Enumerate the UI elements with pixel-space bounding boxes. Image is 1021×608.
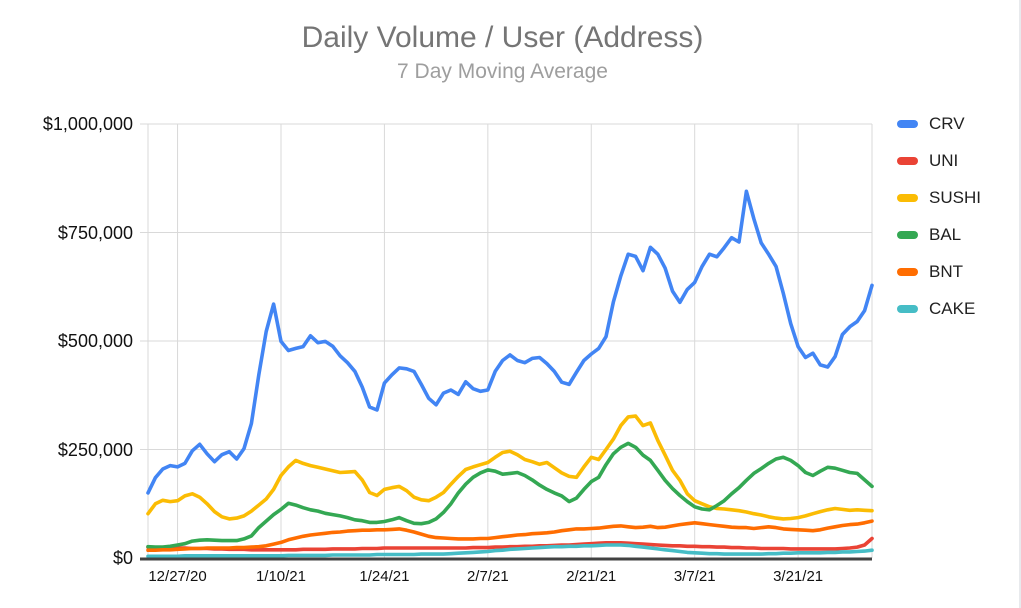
x-axis: 12/27/20 1/10/21 1/24/21 2/7/21 2/21/21 3/7/2…: [0, 567, 1019, 589]
series-line-bal: [146, 441, 874, 549]
legend-label: CRV: [929, 114, 965, 133]
legend-item-crv: CRV: [897, 112, 981, 136]
legend-label: UNI: [929, 151, 959, 170]
legend-swatch: [897, 305, 918, 313]
legend-item-bal: BAL: [897, 223, 981, 247]
x-axis-tick-label: 1/10/21: [255, 568, 306, 585]
legend-label: CAKE: [929, 299, 976, 318]
legend-swatch: [897, 120, 918, 128]
y-axis: $1,000,000 $750,000 $500,000 $250,000 $0: [0, 0, 133, 608]
legend-swatch: [897, 231, 918, 239]
legend-swatch: [897, 157, 918, 165]
legend: CRV UNI SUSHI BAL BNT CAKE: [897, 112, 981, 334]
y-axis-tick-label: $750,000: [57, 222, 133, 243]
legend-label: BAL: [929, 225, 962, 244]
series-line-uni: [146, 536, 874, 552]
series-line-crv: [146, 189, 874, 495]
x-axis-tick-label: 2/7/21: [466, 568, 509, 585]
chart-subtitle: 7 Day Moving Average: [397, 60, 608, 83]
legend-label: SUSHI: [929, 188, 981, 207]
y-axis-tick-label: $500,000: [57, 331, 133, 351]
y-axis-tick-label: $0: [112, 548, 133, 568]
legend-label: BNT: [929, 262, 963, 281]
legend-item-cake: CAKE: [897, 297, 981, 321]
series-line-sushi: [146, 414, 874, 521]
legend-item-sushi: SUSHI: [897, 186, 981, 210]
x-axis-tick-label: 12/27/20: [148, 568, 207, 585]
x-axis-tick-label: 3/7/21: [673, 568, 716, 585]
legend-swatch: [897, 268, 918, 276]
x-axis-tick-label: 2/21/21: [566, 568, 617, 585]
x-axis-tick-label: 1/24/21: [359, 568, 410, 585]
legend-item-bnt: BNT: [897, 260, 981, 284]
chart-title: Daily Volume / User (Address): [301, 21, 704, 54]
series-line-bnt: [146, 519, 874, 553]
y-axis-tick-label: $1,000,000: [42, 114, 133, 134]
legend-item-uni: UNI: [897, 149, 981, 173]
x-axis-tick-label: 3/21/21: [773, 568, 824, 585]
series-line-cake: [146, 543, 874, 559]
legend-swatch: [897, 194, 918, 202]
y-axis-tick-label: $250,000: [57, 439, 133, 460]
